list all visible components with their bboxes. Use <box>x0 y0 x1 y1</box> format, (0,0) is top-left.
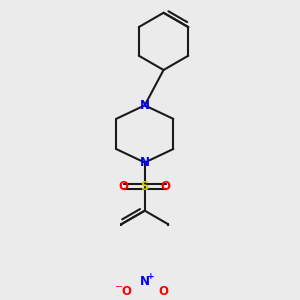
Text: O: O <box>158 286 169 298</box>
Text: N: N <box>140 275 150 288</box>
Text: −: − <box>115 282 123 292</box>
Text: S: S <box>140 180 149 193</box>
Text: O: O <box>161 180 171 193</box>
Text: N: N <box>140 156 150 169</box>
Text: O: O <box>121 286 131 298</box>
Text: N: N <box>140 99 150 112</box>
Text: O: O <box>119 180 129 193</box>
Text: +: + <box>147 272 154 281</box>
